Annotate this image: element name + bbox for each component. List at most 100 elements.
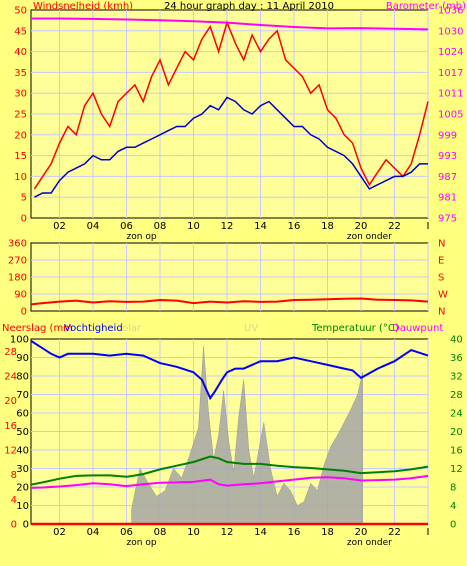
x-tick-label: 12 xyxy=(221,221,234,232)
x-tick-label: 06 xyxy=(120,221,133,232)
wind-tick-label: 5 xyxy=(21,193,27,204)
x-tick-label: 02 xyxy=(53,221,66,232)
x-tick-label: 12 xyxy=(221,527,234,538)
x-tick-label: 14 xyxy=(254,527,267,538)
compass-tick-label: W xyxy=(438,290,448,301)
temperature-tick-label: 20 xyxy=(450,427,463,438)
wind-tick-label: 20 xyxy=(14,130,27,141)
temperature-tick-label: 40 xyxy=(450,335,463,346)
rain-tick-label: 8 xyxy=(11,470,17,481)
direction-tick-label: 270 xyxy=(8,256,27,267)
x-tick-label: 16 xyxy=(288,221,301,232)
humidity-tick-label: 60 xyxy=(16,409,29,420)
humidity-tick-label: 0 xyxy=(23,520,29,531)
series-gust-line xyxy=(33,20,429,190)
rain-tick-label: 16 xyxy=(4,421,17,432)
temperature-axis-title: Temperatuur (°C) xyxy=(311,323,399,334)
x-tick-label: 08 xyxy=(154,221,167,232)
x-tick-label: 18 xyxy=(321,527,334,538)
x-tick-label: 16 xyxy=(288,527,301,538)
temperature-tick-label: 12 xyxy=(450,464,463,475)
x-tick-label: 20 xyxy=(355,527,368,538)
direction-tick-label: 180 xyxy=(8,273,27,284)
temperature-tick-label: 36 xyxy=(450,353,463,364)
sunrise-label: zon op xyxy=(127,538,157,548)
uv-axis-title: UV xyxy=(244,323,258,334)
sunset-label: zon onder xyxy=(347,538,392,548)
wind-axis-title: Windsnelheid (kmh) xyxy=(33,1,133,12)
humidity-tick-label: 90 xyxy=(16,353,29,364)
x-tick-label: 10 xyxy=(187,527,200,538)
humidity-tick-label: 10 xyxy=(16,501,29,512)
solar-axis-title: olar xyxy=(122,323,142,334)
series-average-line xyxy=(34,96,428,198)
pressure-tick-label: 975 xyxy=(438,214,457,225)
direction-tick-label: 360 xyxy=(8,239,27,250)
rain-tick-label: 20 xyxy=(4,396,17,407)
series-humidity-line xyxy=(30,340,429,401)
series-dewpoint-line xyxy=(30,474,429,489)
wind-tick-label: 15 xyxy=(14,151,27,162)
temperature-tick-label: 8 xyxy=(450,483,456,494)
x-tick-label: 22 xyxy=(388,221,401,232)
compass-tick-label: N xyxy=(438,239,445,250)
pressure-tick-label: 987 xyxy=(438,172,457,183)
humidity-tick-label: 50 xyxy=(16,427,29,438)
compass-tick-label: E xyxy=(438,256,444,267)
series-pressure-line xyxy=(31,17,429,31)
x-tick-label: I xyxy=(427,527,430,538)
rain-tick-label: 4 xyxy=(11,495,17,506)
series-direction-line xyxy=(30,297,429,306)
x-tick-label: 04 xyxy=(87,527,100,538)
wind-tick-label: 10 xyxy=(14,172,27,183)
wind-tick-label: 45 xyxy=(14,26,27,37)
sunrise-label: zon op xyxy=(127,232,157,242)
sunset-label: zon onder xyxy=(347,232,392,242)
wind-tick-label: 25 xyxy=(14,110,27,121)
x-tick-label: 10 xyxy=(187,221,200,232)
x-tick-label: 04 xyxy=(87,221,100,232)
pressure-tick-label: 1024 xyxy=(438,47,463,58)
rain-axis-title: Neerslag (mm xyxy=(2,323,73,334)
humidity-tick-label: 40 xyxy=(16,446,29,457)
wind-tick-label: 35 xyxy=(14,68,27,79)
humidity-tick-label: 70 xyxy=(16,390,29,401)
chart-title: 24 hour graph day : 11 April 2010 xyxy=(164,1,334,12)
temperature-tick-label: 4 xyxy=(450,501,456,512)
x-tick-label: 02 xyxy=(53,527,66,538)
pressure-tick-label: 1005 xyxy=(438,110,463,121)
x-tick-label: 14 xyxy=(254,221,267,232)
x-tick-label: 18 xyxy=(321,221,334,232)
wind-tick-label: 50 xyxy=(14,6,27,17)
dewpoint-axis-title: Dauwpunt xyxy=(392,323,443,334)
wind-tick-label: 0 xyxy=(21,214,27,225)
x-tick-label: 08 xyxy=(154,527,167,538)
rain-tick-label: 12 xyxy=(4,446,17,457)
pressure-tick-label: 981 xyxy=(438,193,457,204)
direction-tick-label: 0 xyxy=(21,307,27,318)
rain-tick-label: 24 xyxy=(4,372,17,383)
temperature-tick-label: 32 xyxy=(450,372,463,383)
series-temperature-line xyxy=(30,455,429,486)
wind-tick-label: 40 xyxy=(14,47,27,58)
rain-tick-label: 28 xyxy=(4,347,17,358)
humidity-tick-label: 100 xyxy=(10,335,29,346)
x-tick-label: 20 xyxy=(355,221,368,232)
pressure-tick-label: 993 xyxy=(438,151,457,162)
humidity-tick-label: 20 xyxy=(16,483,29,494)
pressure-tick-label: 1030 xyxy=(438,26,463,37)
pressure-tick-label: 1011 xyxy=(438,89,463,100)
temperature-tick-label: 0 xyxy=(450,520,456,531)
compass-tick-label: N xyxy=(438,307,445,318)
x-tick-label: I xyxy=(427,221,430,232)
humidity-tick-label: 80 xyxy=(16,372,29,383)
temperature-tick-label: 28 xyxy=(450,390,463,401)
compass-tick-label: S xyxy=(438,273,444,284)
pressure-axis-title: Barometer (mb) xyxy=(386,1,466,12)
wind-tick-label: 30 xyxy=(14,89,27,100)
direction-tick-label: 90 xyxy=(14,290,27,301)
temperature-tick-label: 24 xyxy=(450,409,463,420)
humidity-tick-label: 30 xyxy=(16,464,29,475)
